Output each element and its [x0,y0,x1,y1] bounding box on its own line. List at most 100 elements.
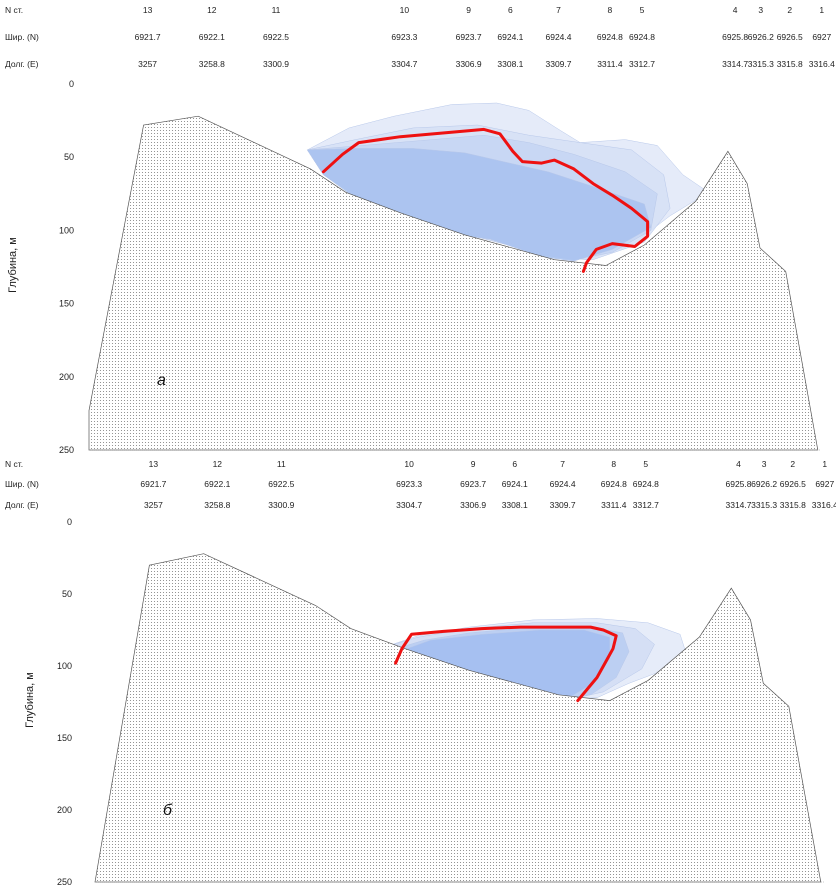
seabed-relief [88,115,819,451]
station-number: 10 [400,5,410,15]
station-latitude: 6927 [812,32,831,42]
station-longitude: 3257 [144,500,163,510]
station-longitude: 3312.7 [629,59,655,69]
y-tick-label: 150 [59,299,74,309]
station-latitude: 6926.5 [777,32,803,42]
station-longitude: 3311.4 [597,59,623,69]
station-number: 2 [790,459,795,469]
station-longitude: 3309.7 [550,500,576,510]
station-longitude: 3315.3 [751,500,777,510]
station-latitude: 6924.8 [629,32,655,42]
panel-label: б [163,802,173,819]
station-longitude: 3304.7 [391,59,417,69]
station-longitude: 3308.1 [497,59,523,69]
station-number: 2 [787,5,792,15]
y-tick-label: 0 [69,79,74,89]
station-longitude: 3311.4 [601,500,627,510]
station-number: 1 [822,459,827,469]
panel-b: N ст.Шир. (N)Долг. (E)136921.73257126922… [5,459,836,885]
y-tick-label: 200 [59,372,74,382]
station-number: 4 [733,5,738,15]
header-row-label: Долг. (E) [5,500,39,510]
station-number: 12 [207,5,217,15]
station-number: 5 [640,5,645,15]
station-latitude: 6927 [815,479,834,489]
station-longitude: 3300.9 [268,500,294,510]
station-latitude: 6924.4 [546,32,572,42]
station-number: 8 [608,5,613,15]
station-latitude: 6924.1 [502,479,528,489]
station-latitude: 6926.5 [780,479,806,489]
station-number: 5 [643,459,648,469]
y-tick-label: 250 [59,445,74,455]
station-longitude: 3306.9 [456,59,482,69]
panel-label: а [157,372,166,389]
panel-a: N ст.Шир. (N)Долг. (E)136921.73257126922… [5,5,835,455]
y-axis-label: Глубина, м [7,237,19,293]
station-latitude: 6921.7 [140,479,166,489]
header-row-label: Долг. (E) [5,59,39,69]
station-latitude: 6924.4 [550,479,576,489]
station-latitude: 6921.7 [135,32,161,42]
station-number: 9 [466,5,471,15]
y-tick-label: 150 [57,733,72,743]
seabed-relief [94,553,822,883]
station-longitude: 3314.7 [722,59,748,69]
station-longitude: 3309.7 [546,59,572,69]
station-latitude: 6924.8 [597,32,623,42]
station-number: 13 [149,459,159,469]
station-longitude: 3258.8 [199,59,225,69]
station-number: 6 [512,459,517,469]
station-longitude: 3316.4 [812,500,836,510]
y-tick-label: 200 [57,805,72,815]
station-longitude: 3258.8 [204,500,230,510]
red-contour [394,625,618,703]
station-latitude: 6922.5 [263,32,289,42]
station-latitude: 6923.3 [391,32,417,42]
station-number: 10 [404,459,414,469]
station-longitude: 3306.9 [460,500,486,510]
station-longitude: 3316.4 [809,59,835,69]
station-latitude: 6925.8 [722,32,748,42]
station-latitude: 6923.7 [460,479,486,489]
station-number: 1 [819,5,824,15]
station-latitude: 6922.5 [268,479,294,489]
red-contour [321,127,650,273]
header-row-label: N ст. [5,459,23,469]
y-axis-label: Глубина, м [24,672,36,728]
station-latitude: 6922.1 [204,479,230,489]
station-latitude: 6924.1 [497,32,523,42]
station-number: 11 [272,5,281,15]
station-longitude: 3300.9 [263,59,289,69]
station-latitude: 6926.2 [751,479,777,489]
station-number: 13 [143,5,153,15]
station-latitude: 6925.8 [726,479,752,489]
station-longitude: 3308.1 [502,500,528,510]
header-row-label: Шир. (N) [5,479,39,489]
y-tick-label: 250 [57,877,72,885]
station-longitude: 3314.7 [726,500,752,510]
station-latitude: 6924.8 [633,479,659,489]
station-number: 3 [762,459,767,469]
station-number: 8 [611,459,616,469]
station-number: 9 [471,459,476,469]
station-longitude: 3312.7 [633,500,659,510]
station-latitude: 6926.2 [748,32,774,42]
station-number: 3 [758,5,763,15]
station-longitude: 3257 [138,59,157,69]
y-tick-label: 100 [59,225,74,235]
station-number: 7 [556,5,561,15]
station-latitude: 6923.3 [396,479,422,489]
station-number: 11 [277,459,286,469]
station-latitude: 6924.8 [601,479,627,489]
station-number: 12 [213,459,223,469]
station-longitude: 3315.8 [777,59,803,69]
header-row-label: N ст. [5,5,23,15]
station-number: 7 [560,459,565,469]
station-longitude: 3315.3 [748,59,774,69]
y-tick-label: 50 [62,589,72,599]
station-latitude: 6922.1 [199,32,225,42]
y-tick-label: 50 [64,152,74,162]
station-longitude: 3304.7 [396,500,422,510]
